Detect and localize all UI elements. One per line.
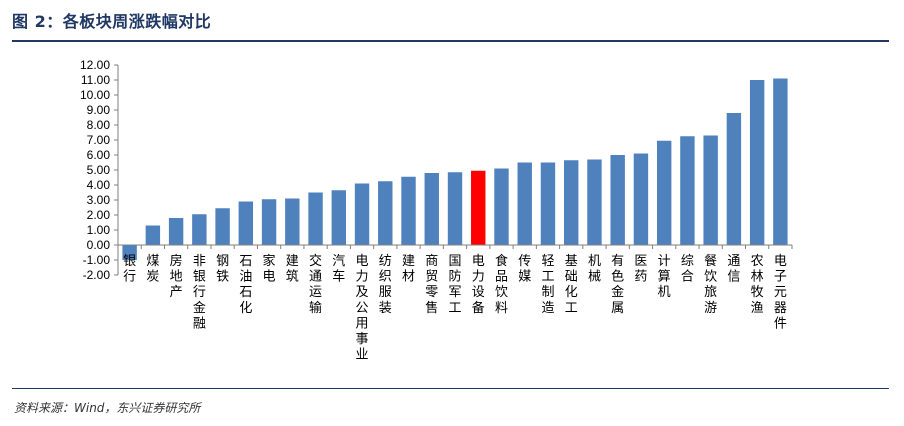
category-label: 餐饮旅游 <box>704 253 717 316</box>
category-label: 国防军工 <box>448 254 461 316</box>
y-tick-label: 8.00 <box>87 118 111 132</box>
bar <box>401 176 416 245</box>
category-label: 房地产 <box>170 253 183 300</box>
category-label: 电子元器件 <box>774 254 787 331</box>
bar <box>587 159 602 245</box>
bar <box>145 225 161 245</box>
bar <box>447 172 463 245</box>
category-label: 通信 <box>727 254 740 285</box>
category-label: 汽车 <box>332 254 345 285</box>
category-label: 非银行金融 <box>193 254 206 331</box>
category-label: 纺织服装 <box>379 254 392 316</box>
category-label: 银行 <box>123 254 136 285</box>
highlight-bar <box>471 170 486 245</box>
bottom-rule <box>12 388 889 389</box>
bar <box>122 245 137 260</box>
bar <box>354 183 370 245</box>
bar <box>494 168 509 245</box>
category-label: 家电 <box>263 253 276 285</box>
category-label: 医药 <box>634 254 647 285</box>
bar <box>168 218 184 245</box>
category-label: 电力设备 <box>472 254 485 316</box>
category-label: 机械 <box>588 254 601 285</box>
bar <box>215 208 230 245</box>
category-label: 计算机 <box>658 254 671 300</box>
y-tick-label: 4.00 <box>87 178 111 192</box>
y-tick-label: 10.00 <box>80 88 110 102</box>
bar <box>633 153 649 245</box>
bar-chart: 12.0011.0010.009.008.007.006.005.004.003… <box>80 58 793 363</box>
y-tick-label: -1.00 <box>83 253 111 267</box>
bar <box>773 78 788 245</box>
category-label: 轻工制造 <box>541 254 554 316</box>
y-tick-label: 11.00 <box>81 73 110 87</box>
bar <box>378 181 393 245</box>
category-label: 交通运输 <box>309 253 322 316</box>
bar <box>610 155 625 245</box>
category-label: 传媒 <box>518 254 531 285</box>
y-tick-label: 6.00 <box>87 148 111 162</box>
bar <box>331 190 346 245</box>
source-note: 资料来源：Wind，东兴证券研究所 <box>14 401 201 415</box>
category-label: 商贸零售 <box>425 254 438 316</box>
category-label: 建筑 <box>286 254 299 285</box>
bar <box>564 160 579 245</box>
bar <box>517 162 532 245</box>
category-label: 综合 <box>681 254 694 285</box>
figure-title: 图 2：各板块周涨跌幅对比 <box>12 12 212 31</box>
y-tick-label: 0.00 <box>87 238 111 252</box>
bar <box>749 80 765 245</box>
category-label: 基础化工 <box>565 254 578 316</box>
bar <box>656 140 672 245</box>
bar <box>261 199 277 245</box>
bar <box>424 173 439 245</box>
y-tick-label: 12.00 <box>80 58 110 72</box>
category-label: 钢铁 <box>216 254 229 285</box>
bar <box>703 135 718 245</box>
bar <box>726 113 742 245</box>
category-label: 建材 <box>402 254 415 285</box>
y-tick-label: 9.00 <box>87 103 111 117</box>
category-label: 石油石化 <box>239 254 252 316</box>
y-tick-label: 7.00 <box>87 133 111 147</box>
y-tick-label: 2.00 <box>87 208 111 222</box>
bar <box>285 198 300 245</box>
bar <box>192 214 207 245</box>
bar <box>540 162 556 245</box>
y-tick-label: 5.00 <box>87 163 111 177</box>
category-label: 农林牧渔 <box>751 254 764 316</box>
category-label: 食品饮料 <box>495 253 508 316</box>
y-tick-label: -2.00 <box>83 268 111 282</box>
y-tick-label: 3.00 <box>87 193 111 207</box>
top-rule <box>12 40 889 42</box>
bar <box>680 136 695 245</box>
bar <box>238 201 254 245</box>
category-label: 有色金属 <box>611 254 624 316</box>
category-label: 电力及公用事业 <box>356 254 369 363</box>
y-tick-label: 1.00 <box>87 223 111 237</box>
category-label: 煤炭 <box>146 254 159 285</box>
bar <box>308 192 323 245</box>
